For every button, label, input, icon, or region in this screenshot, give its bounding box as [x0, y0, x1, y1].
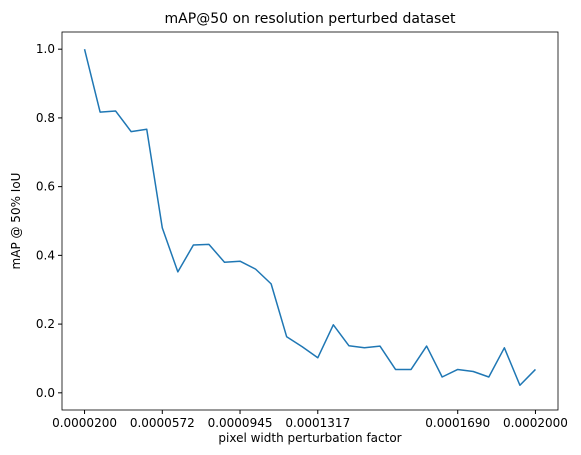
y-tick-label: 0.2: [36, 317, 55, 331]
x-tick-label: 0.0001690: [425, 416, 490, 430]
x-tick-label: 0.0000572: [130, 416, 195, 430]
x-tick-label: 0.0002000: [503, 416, 568, 430]
chart-title: mAP@50 on resolution perturbed dataset: [165, 11, 456, 27]
data-line: [83, 49, 536, 387]
plot-frame: [61, 31, 559, 411]
y-tick-label: 0.8: [36, 111, 55, 125]
x-tick-label: 0.0000945: [208, 416, 273, 430]
y-axis-label: mAP @ 50% IoU: [9, 173, 23, 270]
x-tick-label: 0.0000200: [52, 416, 117, 430]
y-tick-label: 0.0: [36, 386, 55, 400]
y-tick-label: 0.6: [36, 180, 55, 194]
y-tick-label: 1.0: [36, 42, 55, 56]
x-axis-label: pixel width perturbation factor: [218, 431, 401, 445]
y-tick-label: 0.4: [36, 248, 55, 262]
x-tick-label: 0.0001317: [285, 416, 350, 430]
